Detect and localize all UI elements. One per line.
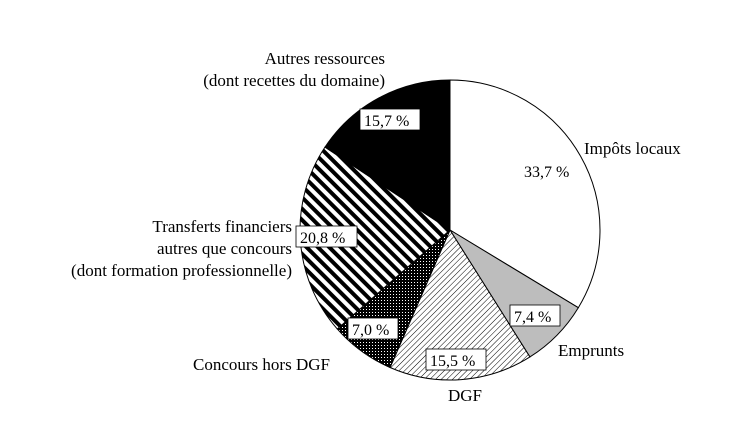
slice-pct-concours-box: 7,0 % (347, 317, 399, 340)
slice-pct-transferts: 20,8 % (300, 230, 345, 247)
slice-label-impots-locaux: Impôts locaux (584, 139, 681, 158)
slice-label-emprunts: Emprunts (558, 341, 624, 360)
slice-label-transferts-line-3: (dont formation professionnelle) (71, 261, 292, 280)
slice-label-autres-line-2: (dont recettes du domaine) (203, 71, 385, 90)
slice-label-dgf: DGF (448, 386, 482, 405)
slice-label-transferts-line-2: autres que concours (157, 239, 292, 258)
pie-slice-0 (449, 79, 601, 309)
pie-slices (299, 79, 601, 381)
slice-label-concours-hors-dgf: Concours hors DGF (193, 355, 330, 374)
slice-pct-impots-locaux: 33,7 % (524, 164, 569, 181)
slice-pct-concours-hors-dgf: 7,0 % (352, 322, 389, 339)
slice-pct-emprunts-box: 7,4 % (509, 304, 561, 327)
slice-pct-autres-box: 15,7 % (359, 108, 421, 131)
slice-label-transferts-line-1: Transferts financiers (152, 217, 292, 236)
slice-pct-dgf: 15,5 % (430, 353, 475, 370)
pie-slice-2 (389, 228, 531, 381)
slice-pct-autres-ressources: 15,7 % (364, 113, 409, 130)
slice-pct-emprunts: 7,4 % (514, 309, 551, 326)
slice-pct-transferts-box: 20,8 % (295, 225, 358, 248)
slice-label-autres-line-1: Autres ressources (265, 49, 385, 68)
slice-pct-dgf-box: 15,5 % (425, 348, 487, 371)
